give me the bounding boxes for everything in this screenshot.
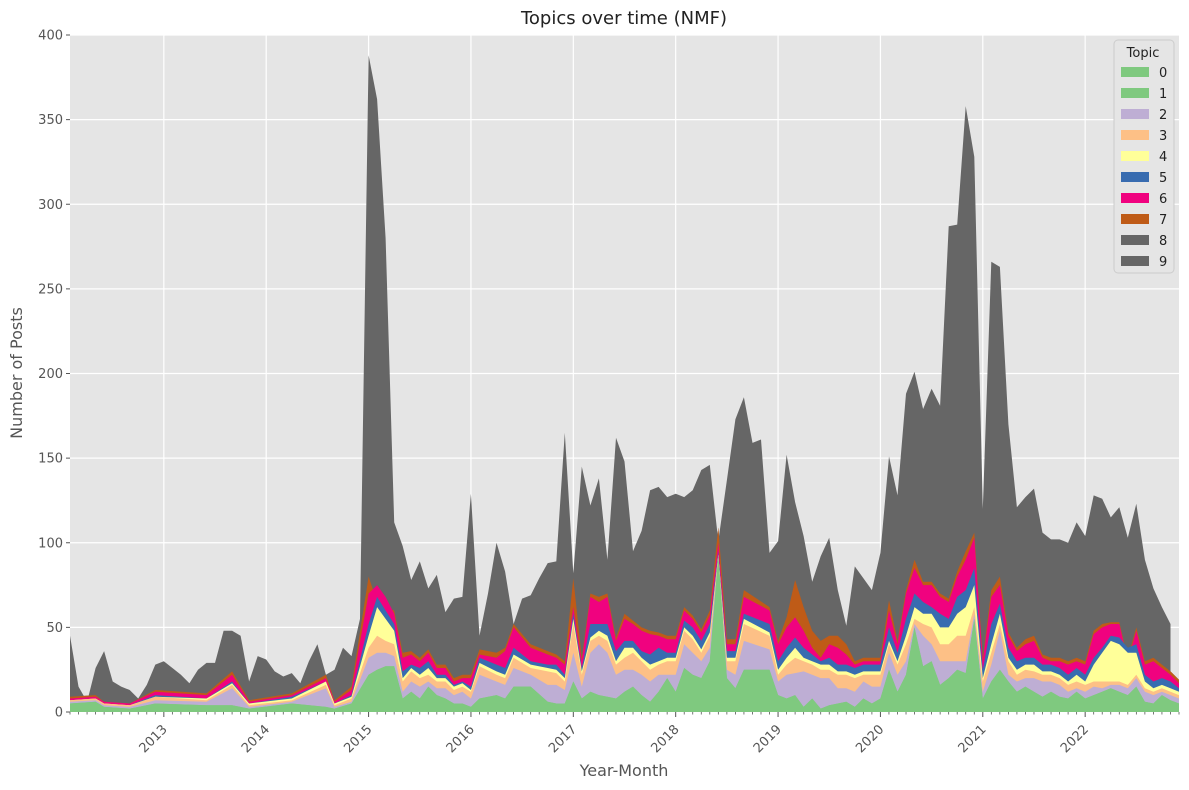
- x-tick-label: 2016: [444, 722, 478, 756]
- y-tick-label: 50: [46, 621, 63, 636]
- legend-label: 8: [1159, 234, 1167, 249]
- y-tick-label: 0: [55, 706, 63, 721]
- legend-label: 6: [1159, 192, 1167, 207]
- y-tick-label: 100: [38, 536, 63, 551]
- legend-label: 1: [1159, 87, 1167, 102]
- legend-title: Topic: [1126, 46, 1160, 61]
- legend-items: 0 1 2 3 4 5 6 7 8 9: [1121, 66, 1167, 270]
- legend-label: 5: [1159, 171, 1167, 186]
- y-tick-label: 250: [38, 282, 63, 297]
- y-tick-label: 150: [38, 452, 63, 467]
- x-tick-label: 2014: [239, 722, 273, 756]
- x-tick-label: 2013: [137, 722, 171, 756]
- legend-swatch: [1121, 130, 1149, 140]
- legend-swatch: [1121, 193, 1149, 203]
- y-ticks: 0 50 100 150 200 250 300 350 400: [38, 29, 70, 721]
- y-tick-label: 350: [38, 113, 63, 128]
- legend-label: 4: [1159, 150, 1167, 165]
- legend-swatch: [1121, 172, 1149, 182]
- legend-label: 9: [1159, 255, 1167, 270]
- x-tick-label: 2021: [956, 722, 990, 756]
- x-tick-label: 2017: [546, 722, 580, 756]
- x-axis-label: Year-Month: [579, 761, 669, 780]
- legend-label: 2: [1159, 108, 1167, 123]
- legend-label: 3: [1159, 129, 1167, 144]
- legend-swatch: [1121, 88, 1149, 98]
- legend-swatch: [1121, 214, 1149, 224]
- y-tick-label: 300: [38, 198, 63, 213]
- x-tick-label: 2018: [649, 722, 683, 756]
- areas: [70, 55, 1179, 713]
- chart-title: Topics over time (NMF): [520, 8, 727, 29]
- x-ticks: 2013 2014 2015 2016 2017 2018 2019 2020 2021 2022: [69, 712, 1180, 756]
- x-tick-label: 2019: [751, 722, 785, 756]
- y-tick-label: 200: [38, 367, 63, 382]
- legend-swatch: [1121, 235, 1149, 245]
- legend-swatch: [1121, 67, 1149, 77]
- area-topic-9: [70, 55, 1171, 713]
- legend-label: 0: [1159, 66, 1167, 81]
- legend-swatch: [1121, 256, 1149, 266]
- x-tick-label: 2020: [853, 722, 887, 756]
- y-tick-label: 400: [38, 29, 63, 44]
- legend-swatch: [1121, 151, 1149, 161]
- area-topic-2: [70, 556, 1179, 712]
- legend-swatch: [1121, 109, 1149, 119]
- legend: Topic 0 1 2 3 4 5 6 7 8 9: [1113, 39, 1175, 274]
- y-axis-label: Number of Posts: [7, 307, 26, 439]
- x-tick-label: 2015: [341, 722, 375, 756]
- x-tick-label: 2022: [1058, 722, 1092, 756]
- legend-label: 7: [1159, 213, 1167, 228]
